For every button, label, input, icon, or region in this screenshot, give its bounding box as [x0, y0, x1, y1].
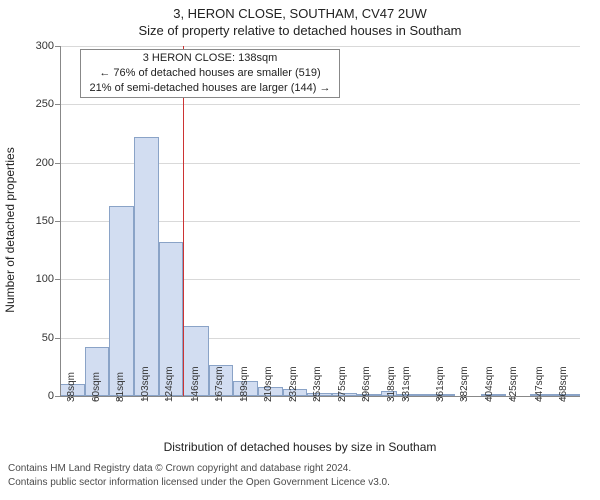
y-tick-label: 250: [36, 98, 54, 110]
gridline: [60, 46, 580, 47]
gridline: [60, 104, 580, 105]
x-tick-label: 38sqm: [66, 372, 77, 402]
footer-line-1: Contains HM Land Registry data © Crown c…: [8, 462, 390, 476]
chart-container: 3, HERON CLOSE, SOUTHAM, CV47 2UW Size o…: [0, 0, 600, 500]
x-tick-label: 232sqm: [288, 366, 299, 402]
y-axis: [60, 46, 61, 396]
x-tick-label: 296sqm: [361, 366, 372, 402]
annotation-line-1: 3 HERON CLOSE: 138sqm: [85, 51, 335, 66]
y-tick-label: 200: [36, 157, 54, 169]
x-tick-label: 146sqm: [190, 366, 201, 402]
x-tick-label: 382sqm: [459, 366, 470, 402]
x-tick-label: 124sqm: [164, 366, 175, 402]
y-tick-label: 0: [48, 390, 54, 402]
x-tick-label: 404sqm: [484, 366, 495, 402]
x-tick-label: 468sqm: [558, 366, 569, 402]
x-tick-label: 425sqm: [508, 366, 519, 402]
x-tick-label: 331sqm: [401, 366, 412, 402]
x-axis-label: Distribution of detached houses by size …: [0, 440, 600, 454]
x-tick-label: 275sqm: [337, 366, 348, 402]
x-tick-label: 318sqm: [386, 366, 397, 402]
x-tick-label: 210sqm: [263, 366, 274, 402]
x-tick-label: 60sqm: [91, 372, 102, 402]
footer-line-2: Contains public sector information licen…: [8, 476, 390, 490]
page-subtitle: Size of property relative to detached ho…: [0, 23, 600, 38]
histogram-bar: [134, 137, 159, 396]
histogram-bar: [109, 206, 134, 396]
plot-area: 05010015020025030038sqm60sqm81sqm103sqm1…: [60, 46, 580, 396]
x-tick-label: 253sqm: [312, 366, 323, 402]
x-tick-label: 189sqm: [239, 366, 250, 402]
x-tick-label: 81sqm: [115, 372, 126, 402]
x-tick-label: 447sqm: [534, 366, 545, 402]
y-tick-label: 100: [36, 273, 54, 285]
x-tick-label: 103sqm: [140, 366, 151, 402]
annotation-line-2: ← 76% of detached houses are smaller (51…: [85, 66, 335, 81]
x-tick-label: 361sqm: [435, 366, 446, 402]
annotation-line-3: 21% of semi-detached houses are larger (…: [85, 81, 335, 96]
y-tick-label: 150: [36, 215, 54, 227]
marker-line: [183, 46, 184, 396]
annotation-box: 3 HERON CLOSE: 138sqm← 76% of detached h…: [80, 49, 340, 98]
page-title: 3, HERON CLOSE, SOUTHAM, CV47 2UW: [0, 6, 600, 21]
y-axis-label: Number of detached properties: [3, 147, 17, 312]
y-tick-label: 50: [42, 332, 54, 344]
y-tick-label: 300: [36, 40, 54, 52]
footer-attribution: Contains HM Land Registry data © Crown c…: [8, 462, 390, 489]
x-tick-label: 167sqm: [214, 366, 225, 402]
